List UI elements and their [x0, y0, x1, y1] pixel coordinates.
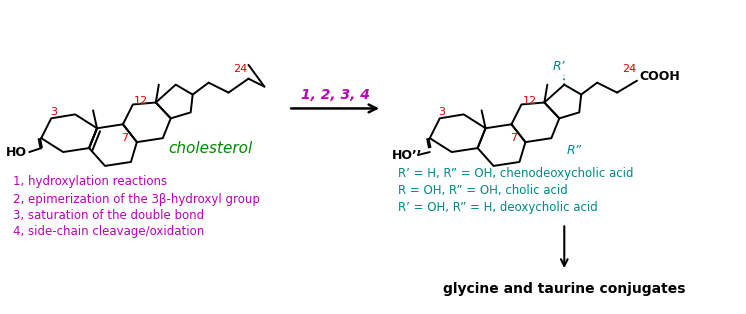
Text: 3, saturation of the double bond: 3, saturation of the double bond: [13, 209, 204, 222]
Text: R”: R”: [567, 143, 582, 157]
Text: 3: 3: [50, 107, 57, 117]
Text: 4, side-chain cleavage/oxidation: 4, side-chain cleavage/oxidation: [13, 225, 204, 238]
Text: 24: 24: [233, 64, 248, 74]
Text: glycine and taurine conjugates: glycine and taurine conjugates: [443, 282, 686, 296]
Text: R’ = OH, R” = H, deoxycholic acid: R’ = OH, R” = H, deoxycholic acid: [398, 201, 598, 214]
Text: 2, epimerization of the 3β-hydroxyl group: 2, epimerization of the 3β-hydroxyl grou…: [13, 193, 260, 206]
Text: HO: HO: [7, 146, 28, 159]
Text: R’ = H, R” = OH, chenodeoxycholic acid: R’ = H, R” = OH, chenodeoxycholic acid: [398, 167, 633, 180]
Text: 7: 7: [122, 133, 128, 143]
Text: 1, hydroxylation reactions: 1, hydroxylation reactions: [13, 175, 167, 188]
Text: 7: 7: [510, 133, 517, 143]
Text: R = OH, R” = OH, cholic acid: R = OH, R” = OH, cholic acid: [398, 184, 568, 197]
Text: COOH: COOH: [639, 70, 680, 83]
Text: cholesterol: cholesterol: [169, 141, 253, 155]
Text: 12: 12: [522, 95, 536, 106]
Text: 3: 3: [438, 107, 445, 117]
Text: HO’’: HO’’: [392, 149, 422, 161]
Text: 24: 24: [622, 64, 636, 74]
Text: R’: R’: [553, 60, 565, 73]
Text: 1, 2, 3, 4: 1, 2, 3, 4: [301, 88, 369, 101]
Text: 12: 12: [134, 95, 148, 106]
